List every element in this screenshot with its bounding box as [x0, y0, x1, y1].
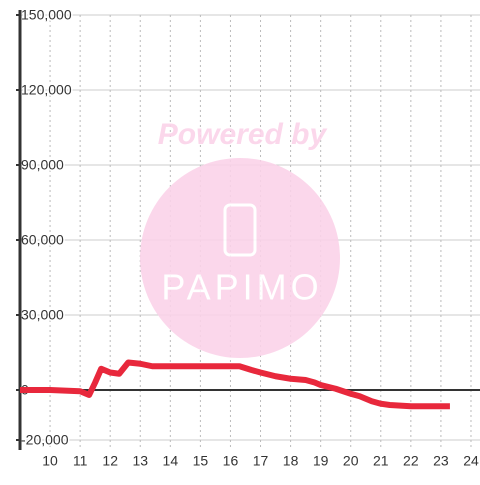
x-tick-label: 14	[163, 453, 179, 469]
watermark-logo: PAPIMO	[161, 267, 322, 308]
data-line	[20, 359, 450, 410]
x-tick-label: 11	[73, 453, 88, 469]
x-tick-label: 19	[313, 453, 329, 469]
x-tick-label: 10	[42, 453, 58, 469]
x-tick-label: 13	[132, 453, 148, 469]
watermark-circle	[140, 158, 340, 358]
x-tick-label: 23	[433, 453, 449, 469]
y-tick-label: -20,000	[21, 432, 69, 448]
y-tick-label: 90,000	[21, 157, 64, 173]
x-tick-label: 20	[343, 453, 359, 469]
x-tick-label: 24	[463, 453, 479, 469]
x-tick-label: 12	[102, 453, 118, 469]
x-tick-label: 22	[403, 453, 419, 469]
x-tick-label: 15	[193, 453, 209, 469]
x-tick-label: 21	[373, 453, 389, 469]
y-tick-label: 150,000	[21, 7, 72, 23]
watermark-text: Powered by	[158, 118, 328, 151]
x-tick-label: 16	[223, 453, 239, 469]
y-tick-label: 30,000	[21, 307, 64, 323]
x-tick-label: 18	[283, 453, 299, 469]
x-tick-label: 17	[253, 453, 269, 469]
watermark: Powered by PAPIMO	[140, 118, 340, 358]
watermark-phone	[223, 203, 257, 257]
y-tick-label: 120,000	[21, 82, 72, 98]
y-tick-label: 60,000	[21, 232, 64, 248]
